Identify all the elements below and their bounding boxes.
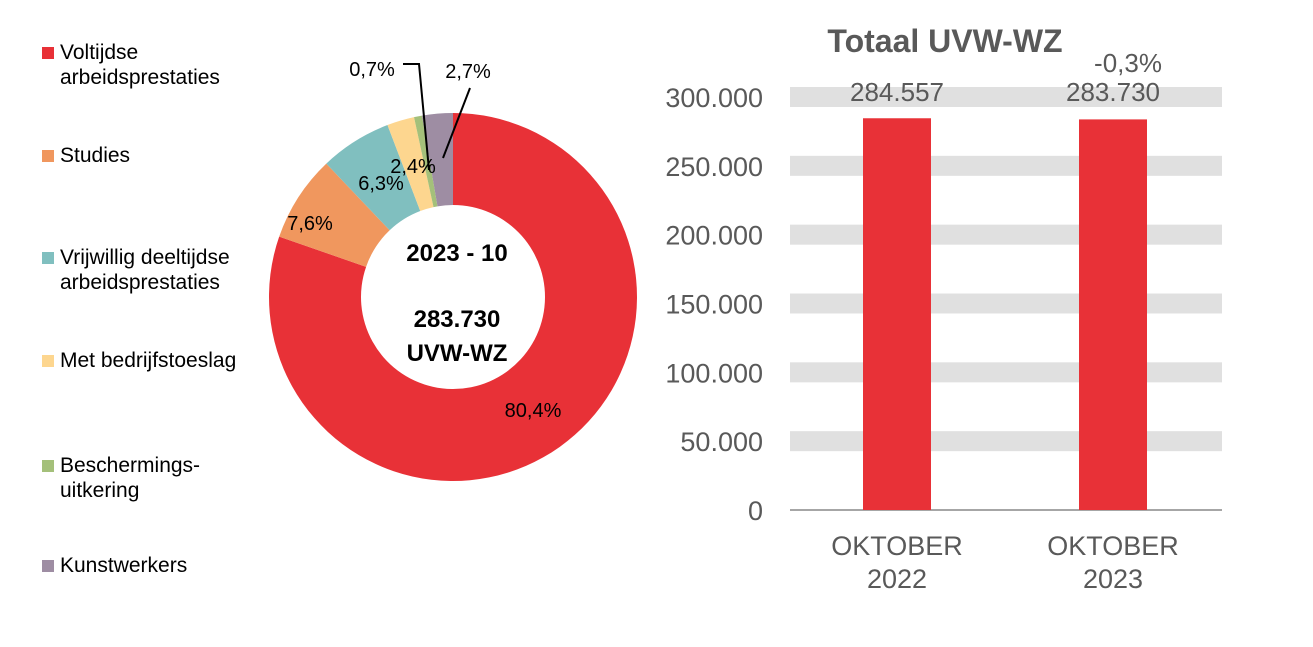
pie-data-label: 7,6%: [287, 213, 333, 235]
x-tick-label: OKTOBER: [1047, 531, 1179, 561]
pie-slice: [279, 163, 390, 267]
legend-swatch: [42, 355, 54, 367]
pie-data-label: 0,7%: [349, 59, 395, 81]
center-period: 2023 - 10: [406, 240, 507, 267]
pie-slice: [421, 113, 453, 207]
legend-swatch: [42, 252, 54, 264]
x-tick-label: OKTOBER: [831, 531, 963, 561]
legend-swatch: [42, 150, 54, 162]
bar-data-label: 283.730: [1066, 77, 1160, 107]
pie-slice: [326, 125, 421, 231]
y-tick-label: 300.000: [665, 83, 763, 113]
bar: [863, 118, 931, 511]
legend-label: Voltijdse: [60, 41, 139, 64]
pie-slice: [414, 115, 438, 208]
x-tick-label: 2023: [1083, 564, 1143, 594]
y-tick-label: 0: [748, 496, 763, 526]
gridline: [790, 362, 1222, 383]
pie-slice: [387, 117, 434, 212]
legend-label: Kunstwerkers: [60, 554, 188, 577]
legend-label: arbeidsprestaties: [60, 271, 220, 294]
bar: [1079, 119, 1147, 510]
y-tick-label: 250.000: [665, 152, 763, 182]
gridline: [790, 293, 1222, 314]
legend-item: Voltijdse arbeidsprestaties: [42, 40, 220, 90]
gridline: [790, 155, 1222, 176]
legend-item: Studies: [42, 143, 130, 168]
x-tick-label: 2022: [867, 564, 927, 594]
legend-item: Kunstwerkers: [42, 553, 187, 578]
legend-swatch: [42, 560, 54, 572]
legend-item: Met bedrijfstoeslag: [42, 348, 236, 373]
center-unit: UVW-WZ: [407, 340, 508, 367]
leader-line: [442, 87, 471, 159]
gridline: [790, 224, 1222, 245]
center-total: 283.730: [414, 306, 501, 333]
legend-label: uitkering: [60, 479, 140, 502]
bar-chart-title: Totaal UVW-WZ: [827, 23, 1062, 59]
pie-data-label: 6,3%: [358, 173, 404, 195]
leader-line: [403, 63, 430, 171]
legend-item: Beschermings-uitkering: [42, 453, 200, 503]
gridline: [790, 431, 1222, 452]
pie-slice: [268, 113, 637, 482]
change-label: -0,3%: [1094, 48, 1162, 78]
y-tick-label: 50.000: [680, 427, 763, 457]
legend-label: Beschermings-: [60, 454, 201, 477]
legend-label: Studies: [60, 144, 131, 167]
pie-data-label: 2,4%: [390, 156, 436, 178]
pie-data-label: 80,4%: [505, 400, 562, 422]
y-tick-label: 100.000: [665, 358, 763, 388]
y-tick-label: 150.000: [665, 290, 763, 320]
gridline: [790, 87, 1222, 107]
legend-swatch: [42, 47, 54, 59]
legend-label: arbeidsprestaties: [60, 66, 220, 89]
pie-data-label: 2,7%: [445, 61, 491, 83]
legend-label: Met bedrijfstoeslag: [60, 349, 237, 372]
legend-swatch: [42, 460, 54, 472]
legend-item: Vrijwillig deeltijdse arbeidsprestaties: [42, 245, 230, 295]
bar-data-label: 284.557: [850, 77, 944, 107]
y-tick-label: 200.000: [665, 221, 763, 251]
legend-label: Vrijwillig deeltijdse: [60, 246, 230, 269]
